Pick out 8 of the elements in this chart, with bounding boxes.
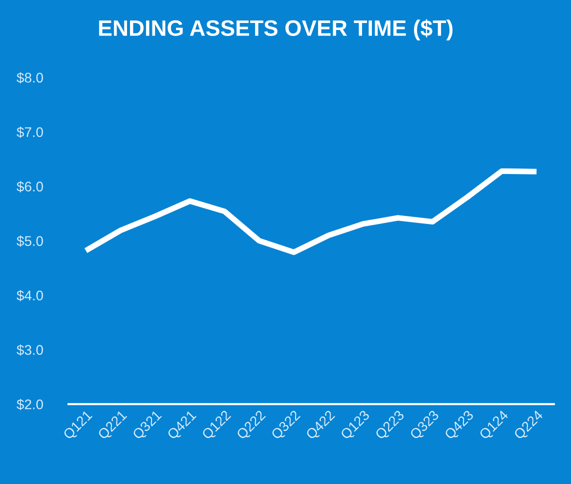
y-tick-label: $8.0 [16,72,43,84]
y-tick-label: $2.0 [16,398,43,410]
y-tick-label: $5.0 [16,236,43,247]
y-tick-label: $6.0 [16,181,43,192]
chart-title: ENDING ASSETS OVER TIME ($T) [99,19,453,40]
y-tick-label: $4.0 [16,290,43,302]
y-tick-label: $3.0 [16,344,43,356]
y-tick-label: $7.0 [16,126,43,138]
